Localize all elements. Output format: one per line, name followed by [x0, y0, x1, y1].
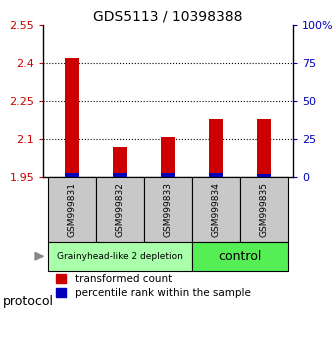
Bar: [161, 173, 175, 177]
Bar: [113, 173, 127, 177]
Text: GSM999835: GSM999835: [260, 182, 269, 237]
Bar: [144, 177, 192, 242]
Bar: [48, 177, 96, 242]
Text: control: control: [218, 250, 262, 263]
Title: GDS5113 / 10398388: GDS5113 / 10398388: [94, 10, 243, 24]
Bar: [48, 242, 192, 271]
Bar: [209, 173, 223, 177]
Bar: [192, 242, 288, 271]
Legend: transformed count, percentile rank within the sample: transformed count, percentile rank withi…: [56, 274, 251, 298]
Bar: [192, 177, 240, 242]
Bar: [65, 173, 79, 177]
Bar: [161, 137, 175, 177]
Text: Grainyhead-like 2 depletion: Grainyhead-like 2 depletion: [57, 252, 183, 261]
Bar: [65, 58, 79, 177]
Bar: [257, 175, 271, 177]
Bar: [96, 177, 144, 242]
Text: protocol: protocol: [3, 295, 54, 308]
Bar: [240, 177, 288, 242]
Text: GSM999832: GSM999832: [116, 182, 125, 237]
Bar: [209, 119, 223, 177]
Bar: [257, 119, 271, 177]
Bar: [113, 147, 127, 177]
Text: GSM999831: GSM999831: [68, 182, 77, 237]
Text: GSM999834: GSM999834: [212, 182, 221, 237]
Text: GSM999833: GSM999833: [164, 182, 173, 237]
